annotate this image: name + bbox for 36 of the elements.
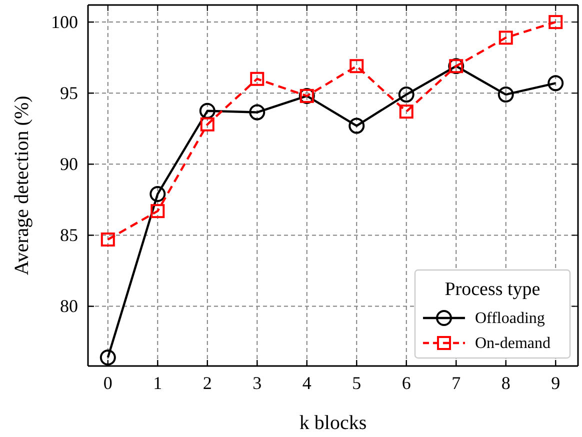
point (548, 75, 564, 92)
x-tick-label: 8 (501, 372, 510, 393)
point (100, 349, 116, 366)
point (200, 117, 214, 132)
x-tick-label: 5 (352, 372, 362, 393)
point (249, 104, 266, 120)
x-tick-label: 4 (302, 372, 312, 393)
y-tick-label: 90 (60, 154, 78, 174)
point (150, 204, 165, 218)
x-tick-label: 7 (452, 372, 461, 393)
point (548, 15, 563, 30)
point (348, 118, 365, 134)
x-axis-title: k blocks (299, 412, 367, 434)
point (350, 59, 364, 74)
point (398, 86, 414, 103)
x-tick-label: 0 (103, 372, 112, 393)
x-tick-label: 6 (402, 372, 411, 393)
y-tick-label: 80 (60, 296, 78, 316)
point (100, 232, 115, 247)
y-tick-label: 85 (60, 225, 78, 246)
x-tick-label: 3 (252, 372, 262, 393)
point (399, 104, 414, 119)
point (199, 102, 216, 119)
legend-label: On-demand (475, 335, 551, 352)
y-tick-label: 95 (60, 82, 78, 103)
point (498, 30, 513, 45)
point (250, 72, 264, 86)
y-tick-label: 100 (51, 12, 78, 32)
x-tick-label: 2 (202, 372, 212, 393)
legend-title: Process type (444, 279, 540, 300)
point (498, 86, 514, 103)
legend-label: Offloading (475, 310, 545, 327)
x-tick-label: 9 (551, 372, 560, 393)
y-axis-title: Average detection (%) (11, 96, 33, 276)
point (150, 186, 166, 202)
x-tick-label: 1 (153, 372, 162, 393)
